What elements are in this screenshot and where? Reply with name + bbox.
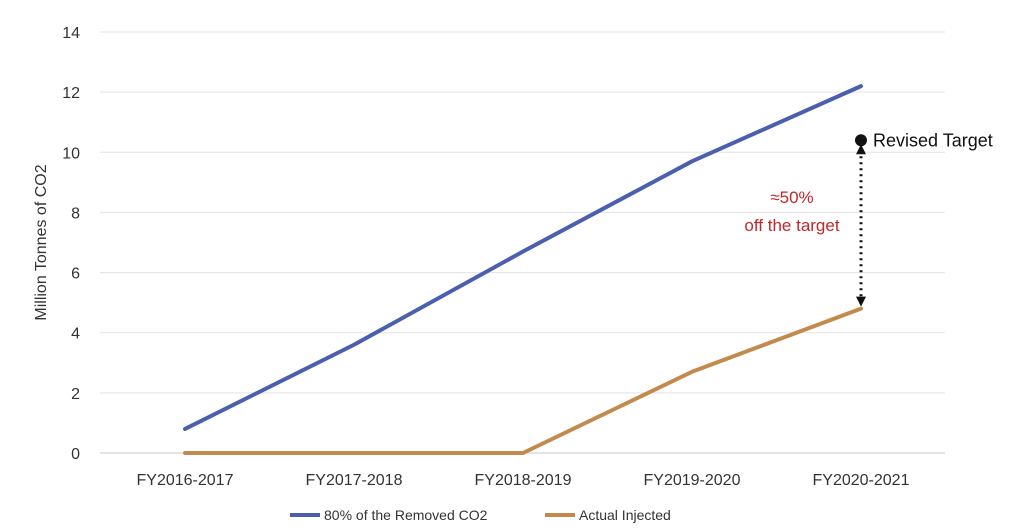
- revised-target-label: Revised Target: [873, 130, 993, 150]
- y-tick-label: 8: [71, 205, 80, 222]
- legend-label-0: 80% of the Removed CO2: [324, 507, 488, 523]
- y-tick-label: 0: [71, 446, 80, 463]
- x-tick-label: FY2017-2018: [306, 472, 403, 489]
- y-tick-label: 4: [71, 326, 80, 343]
- legend-label-1: Actual Injected: [579, 507, 671, 523]
- arrow-head-up: [856, 144, 866, 155]
- x-tick-label: FY2019-2020: [644, 472, 741, 489]
- y-tick-label: 10: [62, 145, 80, 162]
- series-line-1: [183, 306, 863, 455]
- y-tick-label: 12: [62, 85, 80, 102]
- revised-target-marker: [855, 134, 867, 147]
- series-lines: [183, 84, 863, 455]
- x-tick-label: FY2016-2017: [137, 472, 234, 489]
- x-tick-label: FY2020-2021: [813, 472, 910, 489]
- y-axis-label: Million Tonnes of CO2: [33, 164, 50, 320]
- gap-annotation-line: off the target: [744, 216, 839, 235]
- gap-annotation-line: ≈50%: [770, 188, 813, 207]
- arrow-head-down: [856, 296, 866, 307]
- y-tick-label: 6: [71, 266, 80, 283]
- x-axis-ticks: FY2016-2017 FY2017-2018 FY2018-2019 FY2019-…: [137, 472, 910, 489]
- grid-lines: [100, 31, 945, 454]
- series-line-0: [183, 84, 863, 431]
- x-tick-label: FY2018-2019: [475, 472, 572, 489]
- y-axis-ticks: 0 2 4 6 8 10 12 14: [62, 25, 80, 463]
- annotations: Revised Target ≈50% off the target: [744, 130, 993, 307]
- y-tick-label: 14: [62, 25, 80, 42]
- legend: 80% of the Removed CO2 Actual Injected: [290, 507, 671, 523]
- y-tick-label: 2: [71, 386, 80, 403]
